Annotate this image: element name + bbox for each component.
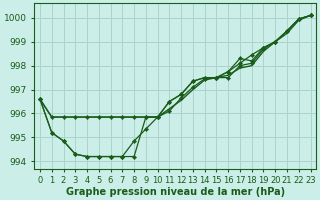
X-axis label: Graphe pression niveau de la mer (hPa): Graphe pression niveau de la mer (hPa) [66, 187, 285, 197]
